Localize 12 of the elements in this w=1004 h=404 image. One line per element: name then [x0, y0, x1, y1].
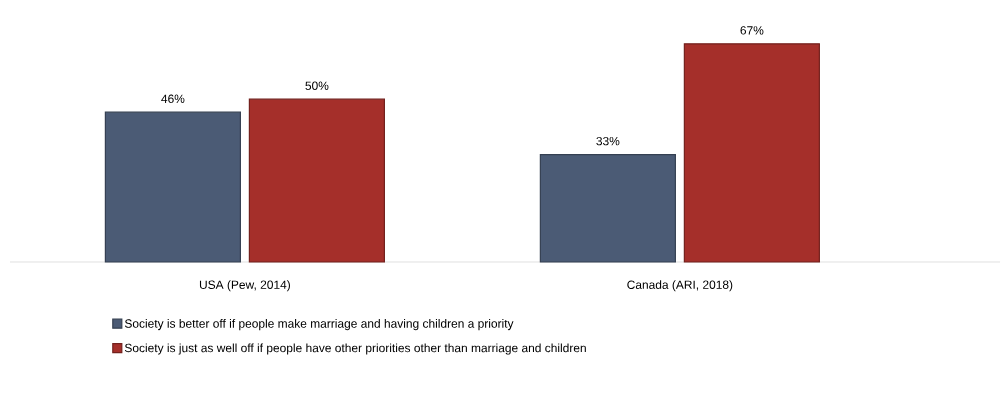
x-tick-label: Canada (ARI, 2018) — [627, 280, 733, 292]
bar — [248, 98, 385, 263]
legend-label: Society is just as well off if people have other priorities other than marriage and children — [124, 343, 586, 355]
data-label: 33% — [596, 136, 620, 146]
x-tick-label: USA (Pew, 2014) — [199, 280, 290, 292]
data-label: 46% — [161, 94, 185, 103]
bar — [104, 111, 241, 263]
data-label: 50% — [305, 81, 329, 90]
legend-label: Society is better off if people make marriage and having children a priority — [124, 318, 514, 331]
bar — [539, 153, 676, 263]
bar — [683, 43, 820, 263]
data-label: 67% — [740, 26, 764, 35]
